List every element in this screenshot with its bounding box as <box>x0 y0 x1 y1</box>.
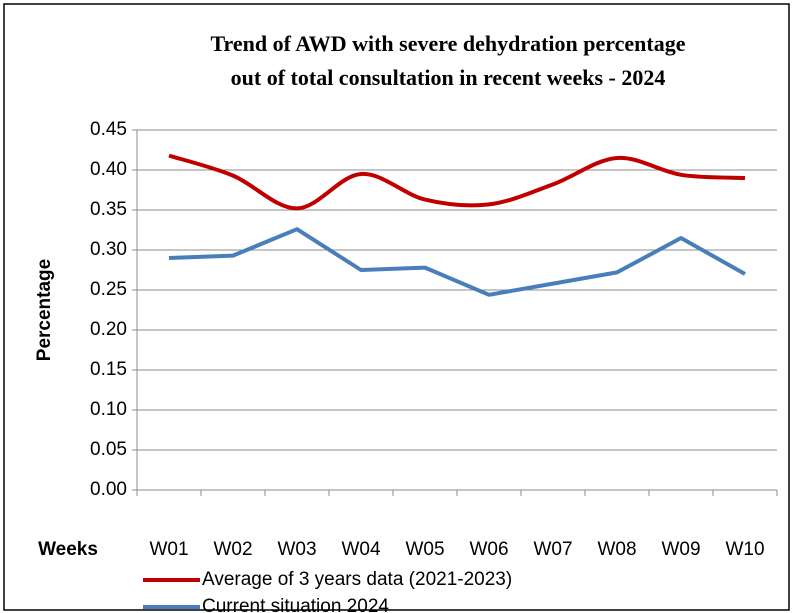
y-tick-label: 0.45 <box>90 119 127 140</box>
chart-title: out of total consultation in recent week… <box>231 65 666 90</box>
x-tick-label: W06 <box>469 539 508 560</box>
series-line <box>168 227 746 297</box>
y-tick-label: 0.25 <box>90 279 127 300</box>
y-axis-label: Percentage <box>34 259 55 361</box>
series-line <box>168 153 746 211</box>
y-tick-label: 0.10 <box>90 399 127 420</box>
x-tick-label: W02 <box>213 539 252 560</box>
x-tick-label: W01 <box>149 539 188 560</box>
x-tick-label: W08 <box>597 539 636 560</box>
y-tick-label: 0.30 <box>90 239 127 260</box>
y-tick-label: 0.15 <box>90 359 127 380</box>
x-tick-label: W05 <box>405 539 444 560</box>
x-tick-label: W10 <box>725 539 764 560</box>
y-tick-label: 0.35 <box>90 199 127 220</box>
y-tick-label: 0.40 <box>90 159 127 180</box>
chart-border <box>3 3 790 611</box>
legend-label: Current situation 2024 <box>202 596 389 613</box>
y-tick-label: 0.05 <box>90 439 127 460</box>
chart-title: Trend of AWD with severe dehydration per… <box>210 31 685 56</box>
x-tick-label: W07 <box>533 539 572 560</box>
x-tick-label: W09 <box>661 539 700 560</box>
y-tick-label: 0.00 <box>90 479 127 500</box>
legend-label: Average of 3 years data (2021-2023) <box>202 569 512 590</box>
x-tick-label: W04 <box>341 539 381 560</box>
y-tick-label: 0.20 <box>90 319 127 340</box>
x-axis-label: Weeks <box>38 539 98 560</box>
x-tick-label: W03 <box>277 539 316 560</box>
